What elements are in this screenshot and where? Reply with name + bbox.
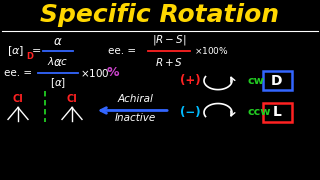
Text: ee. =: ee. = [108, 46, 136, 56]
Text: $\alpha$: $\alpha$ [53, 35, 63, 48]
Text: Cl: Cl [12, 94, 23, 104]
Text: D: D [26, 52, 33, 61]
Text: Cl: Cl [67, 94, 77, 104]
Text: $[\alpha]$: $[\alpha]$ [7, 44, 24, 58]
Text: ccw: ccw [248, 107, 271, 118]
Text: %: % [107, 66, 119, 79]
Text: $[\alpha]$: $[\alpha]$ [50, 76, 66, 90]
Text: Achiral: Achiral [117, 94, 153, 104]
Text: $\alpha$: $\alpha$ [53, 56, 63, 69]
Text: $R+S$: $R+S$ [155, 56, 183, 68]
Text: Inactive: Inactive [114, 113, 156, 123]
Text: $|R-S|$: $|R-S|$ [152, 33, 186, 47]
Text: (−): (−) [180, 106, 200, 119]
Text: L: L [273, 105, 281, 120]
Text: $\times$100: $\times$100 [80, 67, 110, 79]
Text: (+): (+) [180, 74, 200, 87]
Text: Specific Rotation: Specific Rotation [41, 3, 279, 27]
Text: =: = [32, 46, 41, 56]
Text: $\lambda \cdot c$: $\lambda \cdot c$ [47, 55, 69, 67]
Text: cw: cw [248, 76, 265, 86]
Text: D: D [271, 74, 283, 88]
Text: $\times$100%: $\times$100% [194, 45, 229, 56]
Text: ee. =: ee. = [4, 68, 32, 78]
